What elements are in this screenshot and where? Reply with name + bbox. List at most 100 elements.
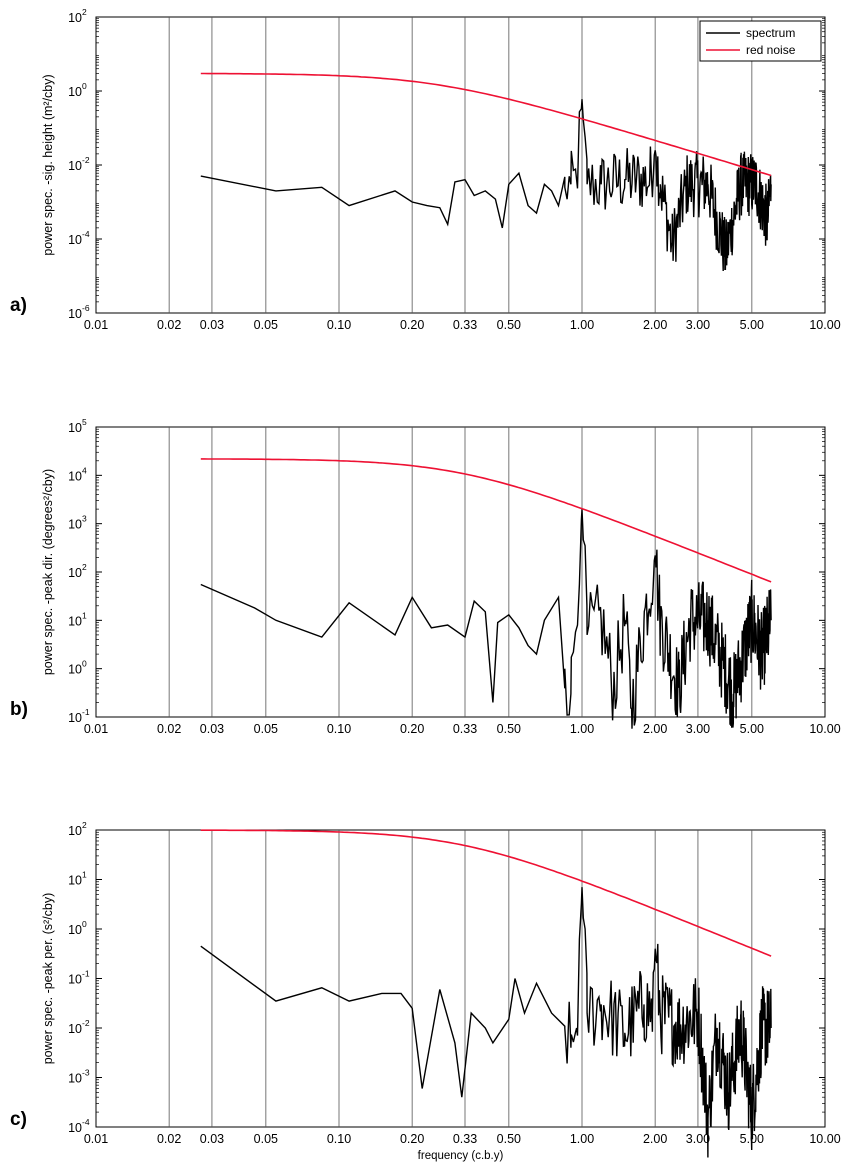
y-tick-exponent: 0	[82, 659, 87, 669]
x-tick-label: 5.00	[740, 722, 764, 736]
y-tick-label: 10	[68, 85, 82, 99]
series-c	[200, 829, 772, 1158]
y-tick-label: 10	[68, 1022, 82, 1036]
red-noise-line	[200, 458, 772, 583]
x-tick-label: 0.33	[453, 1132, 477, 1146]
x-tick-label: 1.00	[570, 1132, 594, 1146]
x-tick-label: 0.02	[157, 722, 181, 736]
y-tick-label: 10	[68, 874, 82, 888]
y-tick-exponent: 0	[82, 919, 87, 929]
red-noise-line	[200, 72, 772, 177]
y-tick-exponent: 3	[82, 514, 87, 524]
y-tick-exponent: 5	[82, 417, 87, 427]
x-tick-label: 2.00	[643, 722, 667, 736]
y-tick-label: 10	[68, 233, 82, 247]
red-noise-line	[200, 829, 772, 957]
y-tick-exponent: 2	[82, 820, 87, 830]
x-tick-label: 0.20	[400, 722, 424, 736]
x-tick-label: 0.20	[400, 318, 424, 332]
x-tick-label: 0.10	[327, 318, 351, 332]
x-tick-label: 0.03	[200, 1132, 224, 1146]
y-tick-exponent: -4	[82, 1117, 90, 1127]
y-tick-exponent: 0	[82, 81, 87, 91]
y-tick-exponent: 1	[82, 870, 87, 880]
y-tick-exponent: 4	[82, 465, 87, 475]
spectrum-line	[200, 887, 772, 1158]
x-tick-label: 0.50	[497, 318, 521, 332]
x-tick-label: 0.03	[200, 318, 224, 332]
x-tick-label: 0.33	[453, 722, 477, 736]
plot-area-b	[95, 426, 826, 718]
panel-label-b: b)	[10, 699, 28, 720]
y-tick-label: 10	[68, 973, 82, 987]
x-tick-label: 3.00	[686, 722, 710, 736]
x-tick-label: 0.10	[327, 722, 351, 736]
x-tick-label: 1.00	[570, 318, 594, 332]
x-tick-label: 0.01	[84, 1132, 108, 1146]
y-tick-exponent: -4	[82, 229, 90, 239]
x-tick-label: 0.01	[84, 318, 108, 332]
y-tick-label: 10	[68, 159, 82, 173]
x-tick-label: 0.50	[497, 1132, 521, 1146]
y-tick-label: 10	[68, 711, 82, 725]
legend-box	[699, 20, 822, 62]
y-axis-label-b: power spec. -peak dir. (degrees²/cby)	[41, 469, 55, 675]
x-tick-label: 2.00	[643, 1132, 667, 1146]
x-axis-label: frequency (c.b.y)	[418, 1150, 504, 1162]
y-tick-label: 10	[68, 1072, 82, 1086]
y-tick-label: 10	[68, 663, 82, 677]
y-tick-exponent: 1	[82, 610, 87, 620]
x-tick-label: 0.02	[157, 1132, 181, 1146]
x-tick-label: 2.00	[643, 318, 667, 332]
x-tick-label: 0.01	[84, 722, 108, 736]
y-tick-label: 10	[68, 421, 82, 435]
x-tick-label: 0.05	[254, 722, 278, 736]
x-tick-label: 0.03	[200, 722, 224, 736]
x-tick-label: 0.50	[497, 722, 521, 736]
y-tick-label: 10	[68, 824, 82, 838]
x-tick-label: 10.00	[809, 722, 840, 736]
x-tick-label: 5.00	[740, 318, 764, 332]
y-tick-exponent: 2	[82, 562, 87, 572]
x-axis-c: 0.01 0.02 0.03 0.05 0.10 0.20 0.33 0.50 1.00 2.00…	[84, 1132, 841, 1146]
x-tick-label: 0.02	[157, 318, 181, 332]
spectrum-line	[200, 509, 772, 729]
y-tick-exponent: -6	[82, 303, 90, 313]
spectrum-line	[200, 99, 772, 272]
grid-lines-c	[168, 830, 753, 1127]
y-tick-exponent: -3	[82, 1068, 90, 1078]
y-tick-label: 10	[68, 469, 82, 483]
legend: spectrum red noise	[699, 20, 822, 62]
y-tick-exponent: -2	[82, 155, 90, 165]
x-tick-label: 0.20	[400, 1132, 424, 1146]
y-tick-label: 10	[68, 1121, 82, 1135]
panel-label-c: c)	[10, 1109, 27, 1130]
series-a	[200, 72, 772, 272]
x-tick-label: 1.00	[570, 722, 594, 736]
x-tick-label: 0.10	[327, 1132, 351, 1146]
y-tick-label: 10	[68, 566, 82, 580]
x-tick-label: 3.00	[686, 1132, 710, 1146]
y-tick-label: 10	[68, 518, 82, 532]
x-tick-label: 0.05	[254, 1132, 278, 1146]
y-tick-exponent: 2	[82, 7, 87, 17]
y-tick-exponent: -2	[82, 1018, 90, 1028]
x-tick-label: 3.00	[686, 318, 710, 332]
x-tick-label: 0.05	[254, 318, 278, 332]
y-tick-label: 10	[68, 614, 82, 628]
x-tick-label: 10.00	[809, 318, 840, 332]
y-tick-label: 10	[68, 923, 82, 937]
x-tick-label: 0.33	[453, 318, 477, 332]
series-b	[200, 458, 772, 729]
y-tick-exponent: -1	[82, 969, 90, 979]
legend-label: spectrum	[746, 26, 795, 40]
y-axis-label-a: power spec. -sig. height (m²/cby)	[41, 74, 55, 255]
x-axis-b: 0.01 0.02 0.03 0.05 0.10 0.20 0.33 0.50 1.00 2.00…	[84, 722, 841, 736]
grid-lines-b	[168, 427, 753, 717]
